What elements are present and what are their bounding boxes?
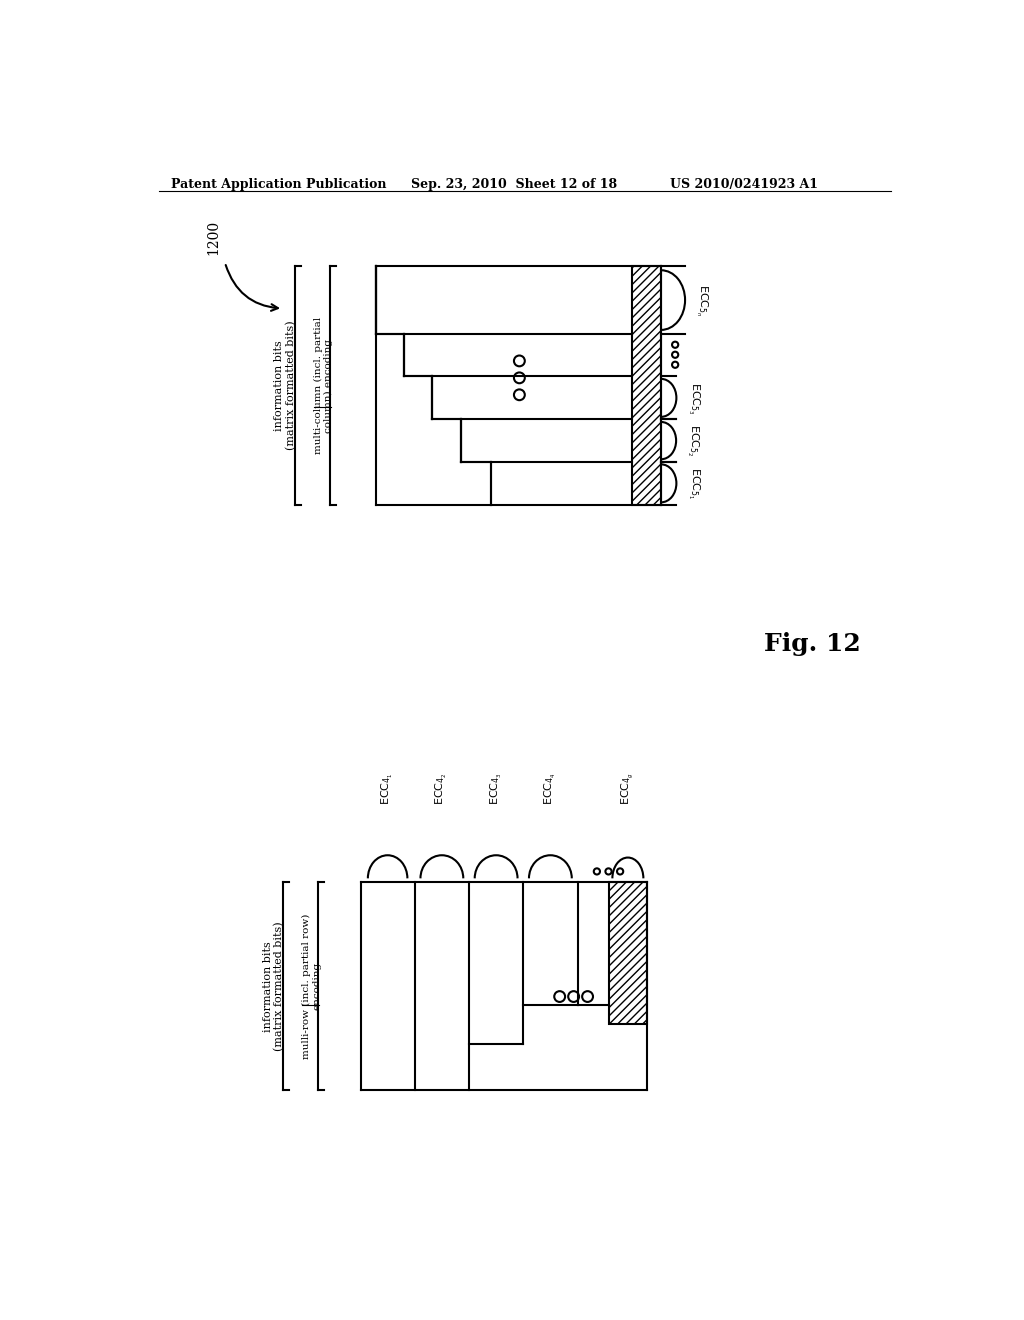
- Text: Fig. 12: Fig. 12: [764, 631, 860, 656]
- Text: $\mathrm{ECC}_{4_g}$: $\mathrm{ECC}_{4_g}$: [620, 772, 636, 805]
- Text: mulli-row (incl. partial row)
encoding: mulli-row (incl. partial row) encoding: [302, 913, 322, 1059]
- Text: $\mathrm{ECC}_{4_1}$: $\mathrm{ECC}_{4_1}$: [380, 772, 395, 805]
- Bar: [608, 882, 647, 1023]
- Text: 1200: 1200: [206, 220, 220, 255]
- Text: Patent Application Publication: Patent Application Publication: [171, 178, 386, 190]
- Text: US 2010/0241923 A1: US 2010/0241923 A1: [671, 178, 818, 190]
- Text: information bits
(matrix formatted bits): information bits (matrix formatted bits): [263, 921, 285, 1051]
- Text: $\mathrm{ECC}_{5_2}$: $\mathrm{ECC}_{5_2}$: [685, 424, 700, 457]
- Text: $\mathrm{ECC}_{4_3}$: $\mathrm{ECC}_{4_3}$: [488, 772, 504, 805]
- Text: information bits
(matrix formatted bits): information bits (matrix formatted bits): [274, 321, 296, 450]
- Text: $\mathrm{ECC}_{5_n}$: $\mathrm{ECC}_{5_n}$: [694, 284, 710, 317]
- FancyArrowPatch shape: [225, 265, 278, 310]
- Text: Sep. 23, 2010  Sheet 12 of 18: Sep. 23, 2010 Sheet 12 of 18: [411, 178, 617, 190]
- Text: $\mathrm{ECC}_{5_1}$: $\mathrm{ECC}_{5_1}$: [686, 467, 700, 500]
- Text: multi-column (incl. partial
column) encoding: multi-column (incl. partial column) enco…: [313, 317, 333, 454]
- Text: $\mathrm{ECC}_{4_4}$: $\mathrm{ECC}_{4_4}$: [543, 772, 558, 805]
- Text: $\mathrm{ECC}_{5_3}$: $\mathrm{ECC}_{5_3}$: [686, 381, 700, 414]
- Text: $\mathrm{ECC}_{4_2}$: $\mathrm{ECC}_{4_2}$: [434, 772, 450, 805]
- Bar: [632, 267, 662, 506]
